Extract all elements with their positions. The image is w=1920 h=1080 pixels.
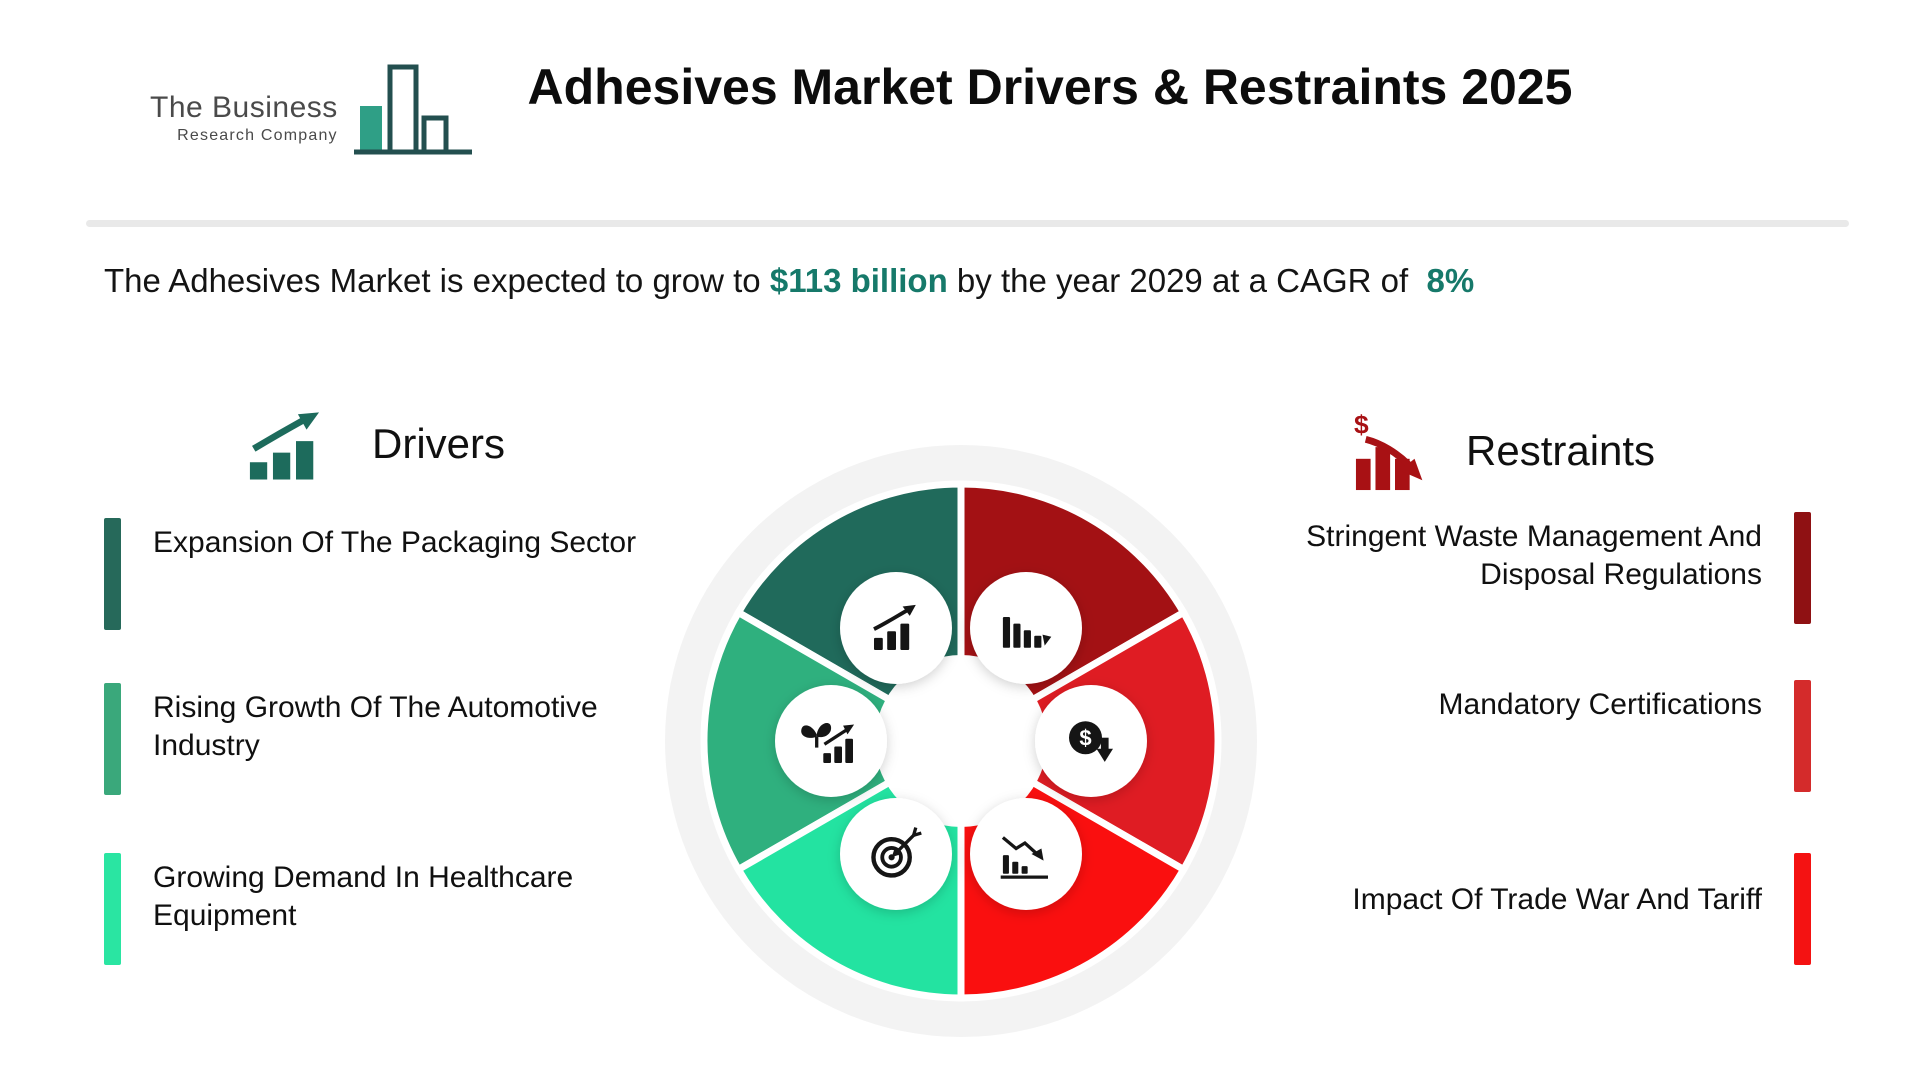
drivers-heading-label: Drivers [372, 420, 505, 467]
restraint-accent-bar [1794, 680, 1811, 792]
restraint-item-1: Stringent Waste Management And Disposal … [1242, 512, 1811, 624]
restraint-item-3: Impact Of Trade War And Tariff [1242, 853, 1811, 965]
drivers-growth-icon [249, 412, 320, 480]
market-summary: The Adhesives Market is expected to grow… [104, 262, 1474, 300]
declining-line-chart-icon [1000, 836, 1049, 879]
restraints-heading: $ Restraints [1350, 410, 1655, 492]
restraint-item-2: Mandatory Certifications [1242, 680, 1811, 792]
company-logo: The Business Research Company [150, 62, 474, 159]
logo-bar-chart-icon [353, 64, 472, 155]
growth-arrow-chart-icon [873, 604, 916, 650]
driver-accent-bar [104, 853, 121, 965]
dollar-glyph: $ [1354, 410, 1369, 439]
divider [86, 220, 1849, 227]
restraint-label: Mandatory Certifications [1438, 688, 1762, 721]
restraint-label: Stringent Waste Management And Disposal … [1306, 520, 1762, 591]
drivers-heading: Drivers [248, 406, 505, 482]
driver-item-1: Expansion Of The Packaging Sector [104, 518, 693, 630]
driver-item-2: Rising Growth Of The Automotive Industry [104, 683, 693, 795]
sprout-growth-chart-icon [801, 723, 855, 763]
driver-accent-bar [104, 683, 121, 795]
restraints-heading-label: Restraints [1466, 427, 1656, 474]
market-value-highlight: $113 billion [769, 262, 948, 299]
driver-item-3: Growing Demand In Healthcare Equipment [104, 853, 693, 965]
summary-text-2: by the year 2029 at a CAGR of [947, 262, 1427, 299]
summary-text-1: The Adhesives Market is expected to grow… [104, 262, 770, 299]
restraint-accent-bar [1794, 853, 1811, 965]
wheel-svg: $ [665, 445, 1257, 1037]
restraint-accent-bar [1794, 512, 1811, 624]
driver-label: Growing Demand In Healthcare Equipment [153, 861, 574, 932]
target-dart-icon [871, 827, 922, 878]
declining-bars-icon [1002, 617, 1052, 648]
logo-company-subname: Research Company [177, 127, 338, 144]
page-title: Adhesives Market Drivers & Restraints 20… [527, 59, 1573, 115]
dollar-glyph: $ [1079, 725, 1091, 750]
logo-company-name: The Business [150, 91, 338, 124]
dollar-decrease-icon: $ [1069, 721, 1113, 762]
restraints-decline-icon: $ [1354, 410, 1423, 491]
driver-accent-bar [104, 518, 121, 630]
drivers-restraints-wheel: $ [661, 441, 1261, 1041]
restraint-label: Impact Of Trade War And Tariff [1352, 883, 1762, 916]
logo-text: The Business Research Company [150, 91, 338, 159]
cagr-highlight: 8% [1426, 262, 1475, 299]
wheel-center-hole [875, 655, 1047, 827]
driver-label: Expansion Of The Packaging Sector [153, 526, 637, 559]
driver-label: Rising Growth Of The Automotive Industry [153, 691, 598, 762]
